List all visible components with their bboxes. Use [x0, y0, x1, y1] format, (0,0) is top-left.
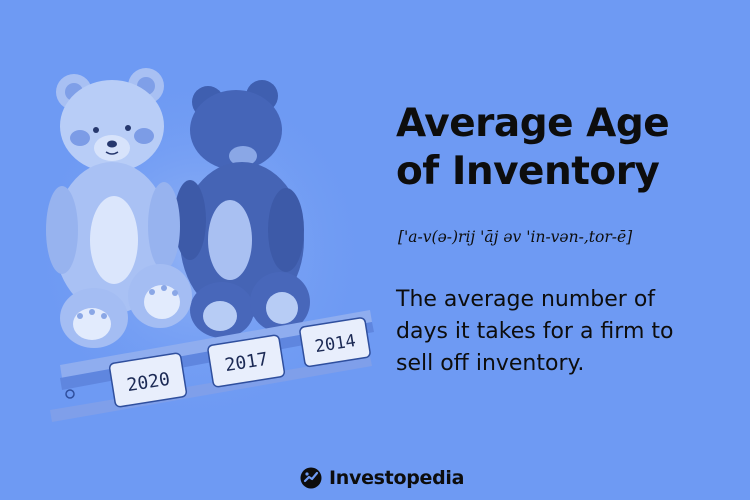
- year-tag-2014: 2014: [299, 317, 371, 368]
- definition: The average number of days it takes for …: [396, 284, 726, 380]
- definition-line-3: sell off inventory.: [396, 351, 585, 376]
- definition-line-1: The average number of: [396, 287, 656, 312]
- year-tag-2020: 2020: [108, 352, 188, 408]
- year-tag-2017: 2017: [207, 334, 286, 388]
- investopedia-logo-icon: [300, 467, 322, 489]
- pronunciation: ['a-v(ə-)rij 'āj əv 'in-vən-,tor-ē]: [398, 228, 633, 246]
- brand-logo: Investopedia: [300, 464, 464, 492]
- teddy-bears-illustration: 2020 2017 2014: [40, 68, 375, 430]
- term-title-line-2: of Inventory: [396, 149, 660, 194]
- dark-teddy-bear: [174, 80, 310, 338]
- light-teddy-bear: [46, 68, 192, 348]
- term-title: Average Age of Inventory: [396, 100, 736, 196]
- brand-name: Investopedia: [329, 467, 465, 489]
- term-title-line-1: Average Age: [396, 101, 670, 146]
- definition-line-2: days it takes for a firm to: [396, 319, 674, 344]
